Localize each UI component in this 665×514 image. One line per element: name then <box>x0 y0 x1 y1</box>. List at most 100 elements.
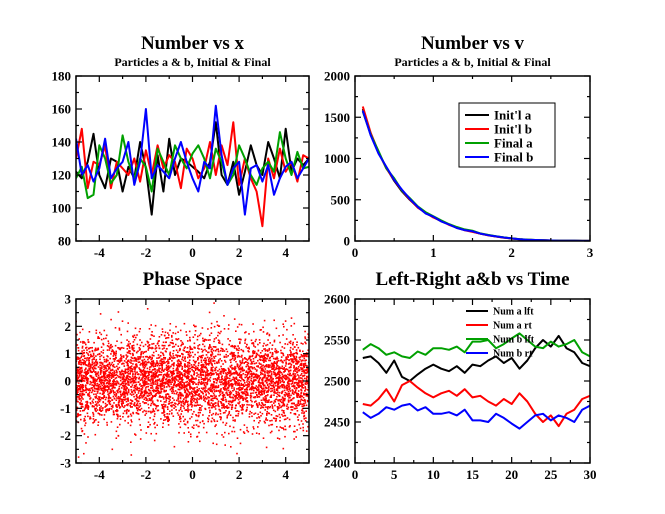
scatter-point <box>218 325 221 327</box>
scatter-point <box>188 361 190 364</box>
scatter-point <box>182 375 184 377</box>
scatter-point <box>276 426 278 428</box>
scatter-point <box>124 399 126 401</box>
scatter-point <box>209 380 211 382</box>
scatter-point <box>247 361 249 364</box>
scatter-point <box>125 391 128 393</box>
scatter-point <box>220 390 222 392</box>
scatter-point <box>227 381 230 384</box>
scatter-point <box>234 382 236 384</box>
scatter-point <box>237 382 239 385</box>
scatter-point <box>286 387 289 389</box>
scatter-point <box>300 342 303 345</box>
scatter-point <box>232 416 234 419</box>
scatter-point <box>89 347 92 349</box>
scatter-point <box>268 412 271 415</box>
scatter-point <box>221 434 223 436</box>
scatter-point <box>119 377 122 379</box>
scatter-point <box>171 405 173 408</box>
scatter-point <box>239 386 241 388</box>
scatter-point <box>186 371 189 373</box>
scatter-point <box>258 385 260 387</box>
scatter-point <box>271 363 273 366</box>
scatter-point <box>217 413 219 416</box>
scatter-point <box>102 349 105 352</box>
scatter-point <box>264 403 266 406</box>
scatter-point <box>114 344 117 347</box>
scatter-point <box>304 362 306 365</box>
scatter-point <box>114 391 116 394</box>
scatter-point <box>89 402 92 404</box>
scatter-point <box>246 426 248 429</box>
scatter-point <box>180 380 182 383</box>
scatter-point <box>207 360 210 362</box>
scatter-point <box>203 379 205 381</box>
scatter-point <box>110 405 113 408</box>
scatter-point <box>134 398 137 401</box>
scatter-point <box>77 396 79 398</box>
scatter-point <box>139 394 141 397</box>
scatter-point <box>275 381 277 383</box>
scatter-point <box>118 347 120 349</box>
scatter-point <box>296 429 298 431</box>
scatter-point <box>261 372 263 375</box>
scatter-point <box>102 379 104 381</box>
scatter-point <box>172 389 174 391</box>
scatter-point <box>106 382 109 384</box>
scatter-point <box>125 400 128 403</box>
scatter-point <box>76 358 79 360</box>
scatter-point <box>258 433 260 435</box>
scatter-point <box>145 380 147 383</box>
scatter-point <box>255 355 258 358</box>
scatter-point <box>165 395 167 397</box>
scatter-point <box>304 393 307 395</box>
scatter-point <box>180 386 182 389</box>
scatter-point <box>288 379 290 382</box>
scatter-point <box>163 386 166 389</box>
scatter-point <box>174 377 176 380</box>
scatter-point <box>107 374 110 376</box>
scatter-point <box>125 379 127 381</box>
scatter-point <box>286 343 289 346</box>
scatter-point <box>173 445 176 448</box>
scatter-point <box>89 375 92 378</box>
scatter-point <box>148 357 151 359</box>
scatter-point <box>273 339 276 342</box>
scatter-point <box>81 328 84 331</box>
scatter-point <box>280 376 282 379</box>
scatter-point <box>172 371 175 373</box>
scatter-point <box>264 422 266 424</box>
scatter-point <box>130 441 132 443</box>
scatter-point <box>166 337 168 339</box>
scatter-point <box>258 416 261 419</box>
scatter-point <box>214 367 216 370</box>
scatter-point <box>305 404 308 407</box>
scatter-point <box>108 401 111 403</box>
scatter-point <box>275 349 278 352</box>
scatter-point <box>179 388 181 391</box>
scatter-point <box>83 355 85 358</box>
scatter-point <box>97 366 100 368</box>
scatter-point <box>129 367 132 370</box>
scatter-point <box>275 415 278 417</box>
scatter-point <box>102 372 105 374</box>
scatter-point <box>267 372 269 374</box>
scatter-point <box>216 324 219 327</box>
scatter-point <box>259 352 262 354</box>
scatter-point <box>200 383 202 385</box>
scatter-point <box>207 364 210 366</box>
scatter-point <box>88 331 91 333</box>
scatter-point <box>235 377 238 380</box>
scatter-point <box>181 373 184 376</box>
scatter-point <box>202 396 205 398</box>
scatter-point <box>256 376 259 379</box>
scatter-point <box>111 349 114 351</box>
scatter-point <box>240 374 243 377</box>
scatter-point <box>126 375 128 377</box>
scatter-point <box>263 357 265 359</box>
scatter-point <box>252 342 254 344</box>
scatter-point <box>95 380 98 382</box>
scatter-point <box>261 350 264 352</box>
scatter-point <box>199 390 202 392</box>
y-tick-label: 140 <box>52 135 72 150</box>
